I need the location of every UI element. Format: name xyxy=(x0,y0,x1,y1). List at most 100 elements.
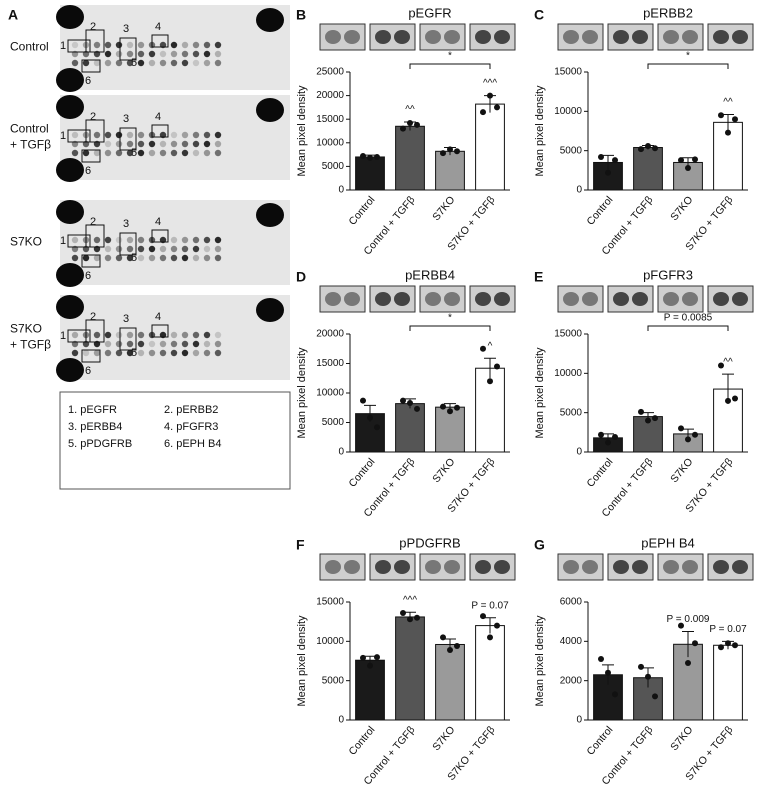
row-label: Control xyxy=(10,122,49,136)
blot-spot xyxy=(93,254,101,262)
x-tick-label: S7KO xyxy=(430,194,457,223)
data-point xyxy=(645,142,651,149)
spot-box xyxy=(151,34,169,48)
blot-spot xyxy=(214,236,222,244)
blot-spot xyxy=(181,254,189,262)
blot-dot xyxy=(663,30,679,44)
blot-spot xyxy=(115,149,123,157)
blot-dot xyxy=(425,560,441,574)
data-point xyxy=(645,417,651,424)
error-bar xyxy=(484,617,496,634)
data-point xyxy=(440,150,446,157)
blot-spot xyxy=(126,149,134,157)
bar xyxy=(435,406,465,453)
data-point xyxy=(494,622,500,629)
data-point xyxy=(685,659,691,666)
blot-spot xyxy=(203,131,211,139)
spot-box xyxy=(81,254,101,268)
blot-spot xyxy=(137,340,145,348)
data-point xyxy=(605,439,611,446)
blot-spot xyxy=(148,349,156,357)
blot-spot xyxy=(126,245,134,253)
bar-annotation: ^^ xyxy=(405,105,415,116)
legend-item: 1. pEGFR xyxy=(68,404,117,416)
blot-dot xyxy=(563,292,579,306)
blot-spot xyxy=(93,331,101,339)
panel-letter: F xyxy=(296,537,305,553)
blot-spot xyxy=(181,59,189,67)
chart-title: pERBB2 xyxy=(643,5,693,20)
data-point xyxy=(360,153,366,160)
y-tick-label: 6000 xyxy=(560,597,583,608)
data-point xyxy=(638,663,644,670)
data-point xyxy=(652,693,658,700)
blot-spot xyxy=(126,131,134,139)
blot-spot xyxy=(192,245,200,253)
data-point xyxy=(414,614,420,621)
blot-spot xyxy=(203,331,211,339)
blot-spot xyxy=(148,140,156,148)
spot-number: 2 xyxy=(90,311,96,323)
blot-dot xyxy=(444,560,460,574)
bar-annotation: ^ xyxy=(488,341,493,352)
x-tick-label: Control xyxy=(346,456,377,490)
blot-dot xyxy=(444,292,460,306)
blot-spot xyxy=(148,340,156,348)
blot-spot xyxy=(181,149,189,157)
blot-spot xyxy=(170,331,178,339)
data-point xyxy=(494,104,500,111)
blot-spot xyxy=(181,50,189,58)
y-tick-label: 0 xyxy=(576,447,582,458)
blot-spot xyxy=(71,149,79,157)
blot-spot xyxy=(181,140,189,148)
blot-blob xyxy=(56,158,84,182)
y-tick-label: 15000 xyxy=(316,597,344,608)
blot-spot xyxy=(159,59,167,67)
blot-dot xyxy=(732,560,748,574)
y-tick-label: 10000 xyxy=(554,106,582,117)
blot-spot xyxy=(104,149,112,157)
blot-spot xyxy=(181,245,189,253)
blot-blob xyxy=(56,95,84,119)
panel-letter: A xyxy=(8,7,18,23)
spot-number: 5 xyxy=(131,147,137,159)
significance-bracket xyxy=(409,63,491,69)
data-point xyxy=(414,121,420,128)
data-point xyxy=(725,129,731,136)
spot-box xyxy=(81,59,101,73)
chart-title: pERBB4 xyxy=(405,267,455,282)
data-point xyxy=(480,109,486,116)
blot-dot xyxy=(613,560,629,574)
y-tick-label: 5000 xyxy=(322,417,345,428)
data-point xyxy=(638,146,644,153)
blot-spot xyxy=(214,349,222,357)
spot-number: 4 xyxy=(155,311,161,323)
blot-spot xyxy=(214,131,222,139)
blot-spot xyxy=(203,149,211,157)
blot-spot xyxy=(126,340,134,348)
blot-spot xyxy=(170,245,178,253)
blot-spot xyxy=(214,331,222,339)
blot-spot xyxy=(170,41,178,49)
data-point xyxy=(374,153,380,160)
blot-spot xyxy=(192,349,200,357)
spot-number: 1 xyxy=(60,40,66,52)
blot-spot xyxy=(170,50,178,58)
data-point xyxy=(612,157,618,164)
y-tick-label: 4000 xyxy=(560,636,583,647)
data-point xyxy=(605,169,611,176)
bar xyxy=(633,147,663,191)
data-point xyxy=(447,408,453,415)
blot-spot xyxy=(137,331,145,339)
significance-label: P = 0.0085 xyxy=(664,313,713,324)
blot-spot xyxy=(126,50,134,58)
y-tick-label: 25000 xyxy=(316,67,344,78)
y-tick-label: 15000 xyxy=(554,67,582,78)
y-tick-label: 0 xyxy=(338,715,344,726)
blot-dot xyxy=(613,292,629,306)
blot-spot xyxy=(192,140,200,148)
blot-spot xyxy=(137,50,145,58)
blot-dot xyxy=(613,30,629,44)
blot-spot xyxy=(104,331,112,339)
blot-spot xyxy=(115,245,123,253)
